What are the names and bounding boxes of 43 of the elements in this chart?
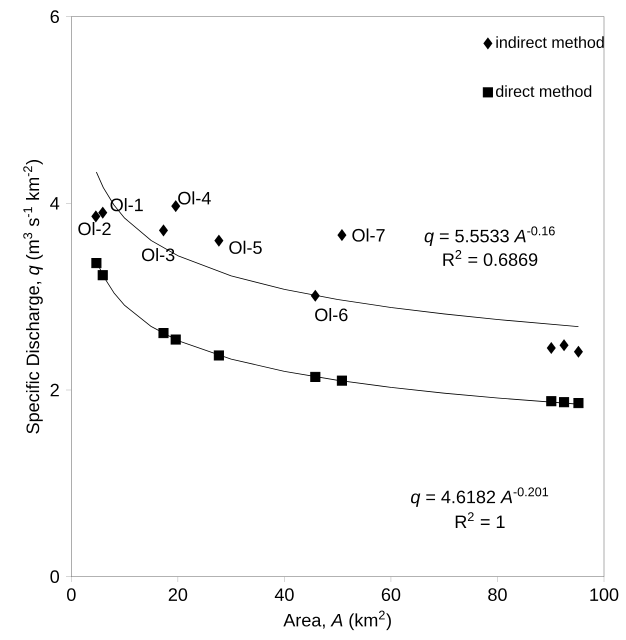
annotation: Ol-2: [78, 222, 111, 236]
point: [546, 342, 556, 354]
y-tick-label: 6: [50, 10, 59, 24]
legend-label: indirect method: [496, 36, 604, 48]
point: [91, 258, 102, 268]
annotation: R$^{2}$ = 1: [456, 512, 505, 528]
annotation: q = 5.5533 A$^{-0.16}$: [424, 226, 555, 246]
point: [310, 290, 320, 302]
x-tick-label: 20: [168, 588, 188, 601]
point: [91, 210, 100, 222]
point: [337, 229, 346, 241]
point: [214, 234, 224, 247]
x-tick-label: 100: [590, 588, 618, 601]
x-tick-label: 40: [274, 588, 294, 601]
legend-label: direct method: [496, 85, 592, 97]
point: [98, 270, 108, 280]
x-tick-label: 0: [67, 588, 76, 601]
point: [170, 334, 181, 345]
point: [574, 346, 583, 358]
annotation: Ol-6: [315, 308, 348, 322]
x-tick-label: 80: [488, 588, 507, 601]
annotation: q = 4.6182 A$^{-0.201}$: [411, 487, 548, 507]
point: [158, 328, 169, 338]
y-tick-label: 2: [50, 384, 59, 396]
x-axis-title: Area, A (km$^{2}$): [283, 610, 391, 630]
annotation: Ol-5: [229, 240, 262, 254]
y-tick-label: 0: [50, 570, 60, 584]
point: [558, 397, 570, 408]
point: [159, 224, 168, 236]
annotation: R$^{2}$ = 0.6869: [443, 250, 538, 266]
point: [560, 339, 569, 352]
annotation: Ol-7: [352, 228, 385, 242]
point: [546, 396, 556, 406]
x-tick-label: 60: [382, 588, 400, 601]
y-tick-label: 4: [50, 197, 60, 210]
annotation: Ol-3: [142, 248, 174, 262]
point: [214, 350, 224, 361]
point: [98, 206, 108, 219]
text: Specific Discharge, q (m$^{3}$ s$^{-1}$ km$^{-2}$): [23, 160, 43, 434]
point: [573, 398, 584, 408]
point: [336, 376, 347, 386]
point: [310, 372, 320, 382]
annotation: Ol-4: [178, 191, 211, 205]
